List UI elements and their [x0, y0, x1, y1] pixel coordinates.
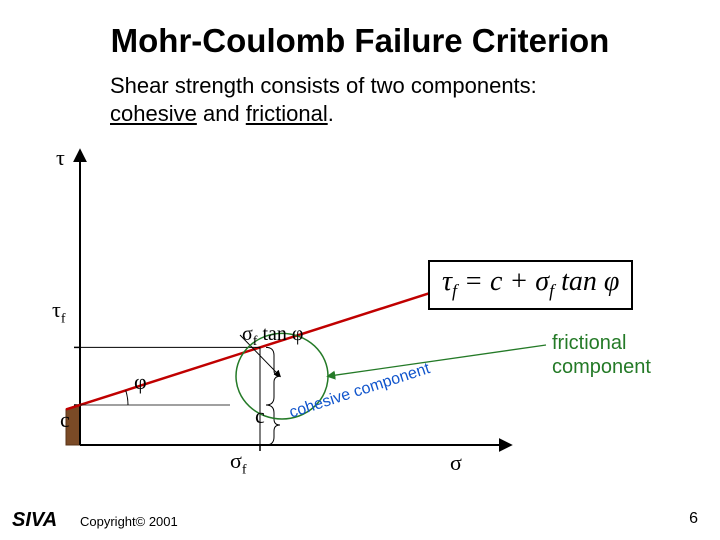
footer-copyright: Copyright© 2001	[80, 514, 178, 529]
subtitle-and: and	[197, 101, 246, 126]
eq-eqsign: = c +	[457, 266, 535, 297]
tau-f-sym: τ	[52, 297, 61, 322]
subtitle-line-1: Shear strength consists of two component…	[110, 73, 537, 98]
c-brace-label: c	[255, 403, 265, 429]
eq-sigma: σ	[535, 266, 549, 297]
equation-box: τf = c + σf tan φ	[428, 260, 633, 310]
tau-axis-label: τ	[56, 145, 65, 171]
eq-phi: φ	[604, 266, 620, 297]
stp-sigma: σ	[242, 323, 253, 345]
stp-tan: tan φ	[257, 323, 303, 345]
sigma-axis-label: σ	[450, 450, 462, 476]
c-axis-label: c	[60, 407, 70, 433]
subtitle-cohesive: cohesive	[110, 101, 197, 126]
sigma-f-label: σf	[230, 448, 247, 478]
sigma-f-sub: f	[242, 462, 247, 477]
diagram: τ τf c σ σf φ σf tan φ c τf = c + σf tan…	[30, 145, 690, 485]
eq-tau: τ	[442, 266, 452, 297]
phi-label: φ	[134, 369, 147, 395]
tau-f-sub: f	[61, 311, 66, 326]
frictional-l1: frictional	[552, 332, 626, 354]
subtitle: Shear strength consists of two component…	[110, 72, 650, 127]
subtitle-frictional: frictional	[246, 101, 328, 126]
subtitle-period: .	[328, 101, 334, 126]
frictional-l2: component	[552, 356, 651, 378]
footer-siva: SIVA	[12, 509, 57, 532]
diagram-svg	[30, 145, 690, 485]
frictional-component-label: frictional component	[552, 331, 651, 379]
sigmaf-tanphi-label: σf tan φ	[242, 323, 303, 350]
tau-f-label: τf	[52, 297, 66, 327]
page-title: Mohr-Coulomb Failure Criterion	[0, 22, 720, 60]
sigma-f-sym: σ	[230, 448, 242, 473]
eq-tan: tan	[554, 266, 604, 297]
page-number: 6	[689, 510, 698, 528]
